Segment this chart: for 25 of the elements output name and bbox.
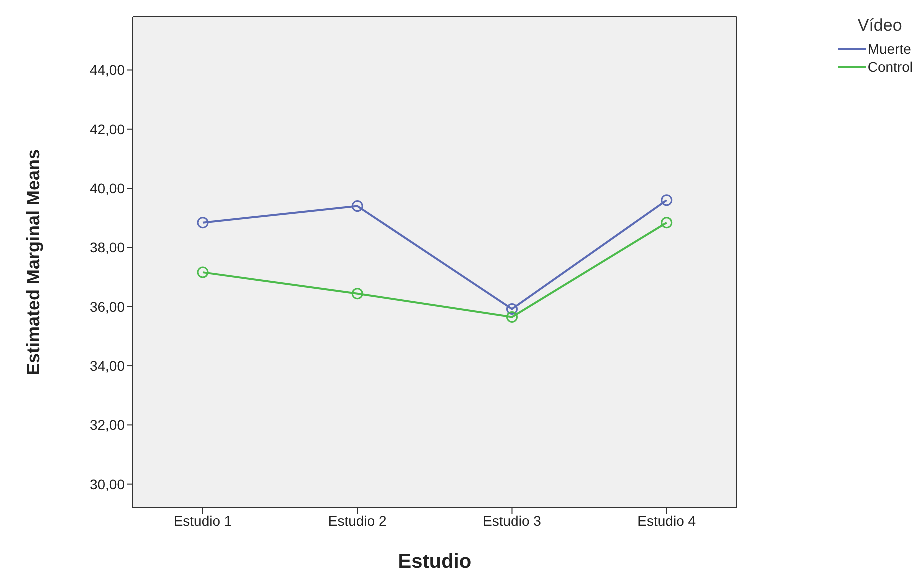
y-tick-label: 34,00	[90, 358, 126, 374]
legend-label: Muerte	[868, 41, 912, 57]
y-tick-label: 44,00	[90, 62, 126, 78]
point	[197, 217, 209, 229]
point	[352, 288, 364, 300]
point	[661, 194, 673, 206]
y-tick-label: 40,00	[90, 180, 126, 197]
x-tick-label: Estudio 1	[174, 512, 232, 529]
x-axis-title: Estudio	[398, 551, 472, 573]
y-axis-title: Estimated Marginal Means	[23, 149, 44, 376]
x-tick-label: Estudio 2	[328, 512, 388, 529]
point	[352, 200, 364, 212]
point	[197, 266, 209, 278]
y-tick-label: 32,00	[90, 417, 126, 434]
legend-label: Control	[868, 59, 913, 75]
point	[506, 303, 518, 315]
point	[506, 311, 518, 323]
y-tick-label: 38,00	[90, 240, 126, 256]
x-tick-label: Estudio 3	[483, 512, 542, 529]
y-tick-label: 30,00	[90, 476, 126, 492]
x-tick-label: Estudio 4	[638, 512, 696, 529]
legend-title: Vídeo	[856, 16, 904, 36]
y-tick-label: 36,00	[90, 298, 126, 315]
point	[661, 217, 673, 229]
y-tick-label: 42,00	[90, 121, 126, 138]
